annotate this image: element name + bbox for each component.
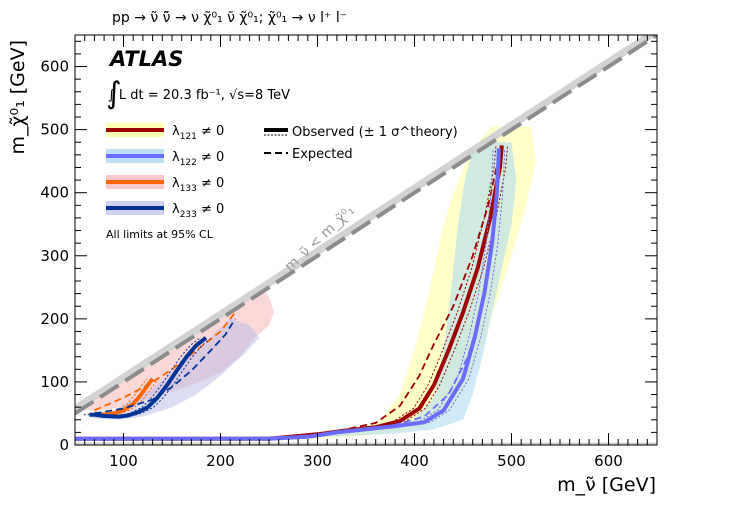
atlas-logo: ATLAS [108, 47, 183, 71]
band-121 [75, 126, 536, 442]
legend-label-122: λ122 ≠ 0 [172, 150, 224, 168]
x-tick-label: 600 [594, 452, 623, 470]
y-tick-label: 100 [40, 373, 69, 391]
observed-122 [75, 148, 501, 441]
style-legend: Observed (± 1 σ^theory) Expected [264, 125, 458, 162]
x-axis-title: m_ν̃ [GeV] [557, 474, 656, 496]
y-tick-label: 0 [59, 436, 69, 454]
observed-theory-plus-233 [95, 337, 213, 418]
legend-label-121: λ121 ≠ 0 [172, 124, 224, 142]
plot-area [75, 35, 657, 445]
x-tick-label: 400 [400, 452, 429, 470]
x-tick-label: 300 [303, 452, 332, 470]
axis-ticks [74, 35, 658, 446]
observed-theory-minus-233 [83, 337, 201, 418]
y-tick-label: 400 [40, 184, 69, 202]
legend: λ121 ≠ 0 λ122 ≠ 0 λ133 ≠ 0 λ233 ≠ 0 [106, 123, 224, 220]
integral-symbol: ∫ [106, 76, 122, 111]
x-tick-label: 100 [109, 452, 138, 470]
kinematic-limit-line [75, 35, 657, 416]
legend-label-133: λ133 ≠ 0 [172, 176, 224, 194]
expected-133 [94, 311, 236, 412]
y-tick-label: 500 [40, 121, 69, 139]
y-tick-label: 200 [40, 310, 69, 328]
y-tick-labels: 0 100 200 300 400 500 600 [40, 58, 69, 454]
legend-label-233: λ233 ≠ 0 [172, 202, 224, 220]
limit-curves [75, 145, 509, 441]
x-tick-label: 200 [206, 452, 235, 470]
y-tick-label: 600 [40, 58, 69, 76]
process-title: pp → ν̃ ν̃̄ → ν χ̃⁰₁ ν̄ χ̃⁰₁; χ̃⁰₁ → ν l… [112, 10, 347, 26]
cl-note: All limits at 95% CL [106, 228, 214, 241]
expected-233 [94, 318, 236, 415]
y-tick-label: 300 [40, 247, 69, 265]
y-axis-title: m_χ̃⁰₁ [GeV] [7, 40, 29, 155]
band-122 [75, 142, 517, 442]
observed-233 [89, 336, 208, 419]
lumi-label: ∫ L dt = 20.3 fb⁻¹, √s=8 TeV [108, 88, 290, 103]
legend-observed-label: Observed (± 1 σ^theory) [292, 125, 458, 140]
x-tick-labels: 100 200 300 400 500 600 [109, 452, 623, 470]
kinematic-limit-label: m_ν̃ < m_χ̃⁰₁ [282, 202, 358, 274]
legend-expected-label: Expected [292, 147, 353, 162]
x-tick-label: 500 [497, 452, 526, 470]
